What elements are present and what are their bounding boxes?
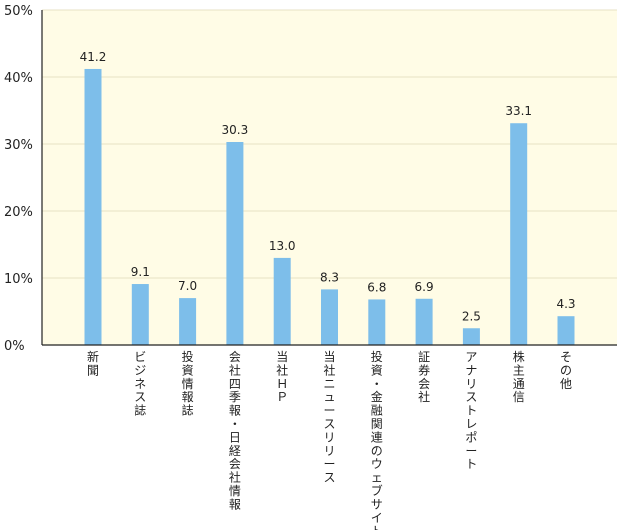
category-label: その他 [560,350,572,391]
category-label: 当社ニュースリリース [323,350,335,485]
data-label: 6.8 [367,280,386,294]
bar [273,257,291,345]
bar [84,68,102,346]
y-tick-label: 10% [4,272,33,287]
category-label: 証券会社 [418,350,430,404]
bar [321,289,338,345]
data-label: 8.3 [320,270,339,284]
bar [226,141,244,345]
data-label: 2.5 [462,309,481,323]
category-label: アナリストレポート [465,350,477,471]
data-label: 13.0 [269,239,296,253]
data-label: 9.1 [131,265,150,279]
category-label: 投資・金融関連のウェブサイト [371,349,383,530]
category-labels: 新聞 ビジネス誌 投資情報誌 会社四季報・日経会社情報 当社ＨＰ 当社ニュースリリース 投資… [87,349,572,530]
category-label: 投資情報誌 [182,349,194,418]
axes [41,10,617,346]
bar [557,316,575,345]
bar [415,298,433,345]
data-label: 33.1 [505,104,532,118]
bar [179,298,197,345]
y-tick-label: 0% [4,339,25,354]
data-label: 4.3 [556,297,575,311]
bar [510,123,528,345]
y-tick-labels: 0% 10% 20% 30% 40% 50% [4,4,33,354]
bars [84,68,575,346]
data-label: 7.0 [178,279,197,293]
bar [368,299,386,345]
data-label: 30.3 [222,123,249,137]
bar [462,328,480,345]
category-label: 会社四季報・日経会社情報 [229,350,241,511]
category-label: 新聞 [87,349,99,377]
category-label: ビジネス誌 [134,350,146,418]
data-label: 6.9 [415,280,434,294]
category-label: 当社ＨＰ [276,350,288,404]
bar [131,284,149,345]
y-tick-label: 40% [4,71,33,86]
category-label: 株主通信 [513,349,525,404]
y-tick-label: 50% [4,4,33,19]
y-tick-label: 30% [4,138,33,153]
data-labels: 41.2 9.1 7.0 30.3 13.0 8.3 6.8 6.9 2.5 33.1 4.3 [80,50,576,323]
data-label: 41.2 [80,50,107,64]
y-tick-label: 20% [4,205,33,220]
